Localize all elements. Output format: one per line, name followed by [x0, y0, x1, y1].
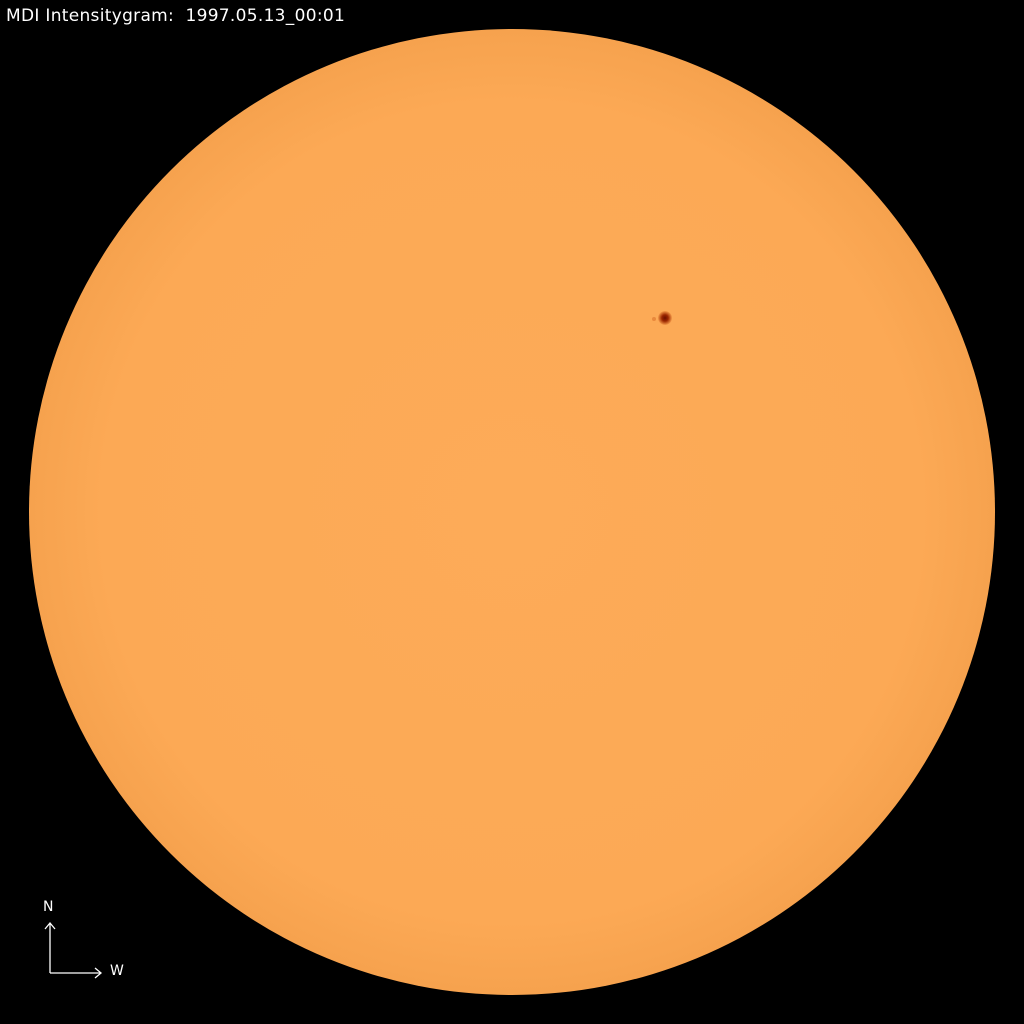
west-label: W — [110, 963, 124, 979]
sunspot — [658, 311, 672, 325]
sunspot-small — [652, 317, 656, 321]
compass-arrows — [44, 921, 103, 979]
image-title: MDI Intensitygram: 1997.05.13_00:01 — [6, 6, 346, 26]
north-label: N — [43, 899, 54, 915]
solar-disk — [29, 29, 995, 995]
